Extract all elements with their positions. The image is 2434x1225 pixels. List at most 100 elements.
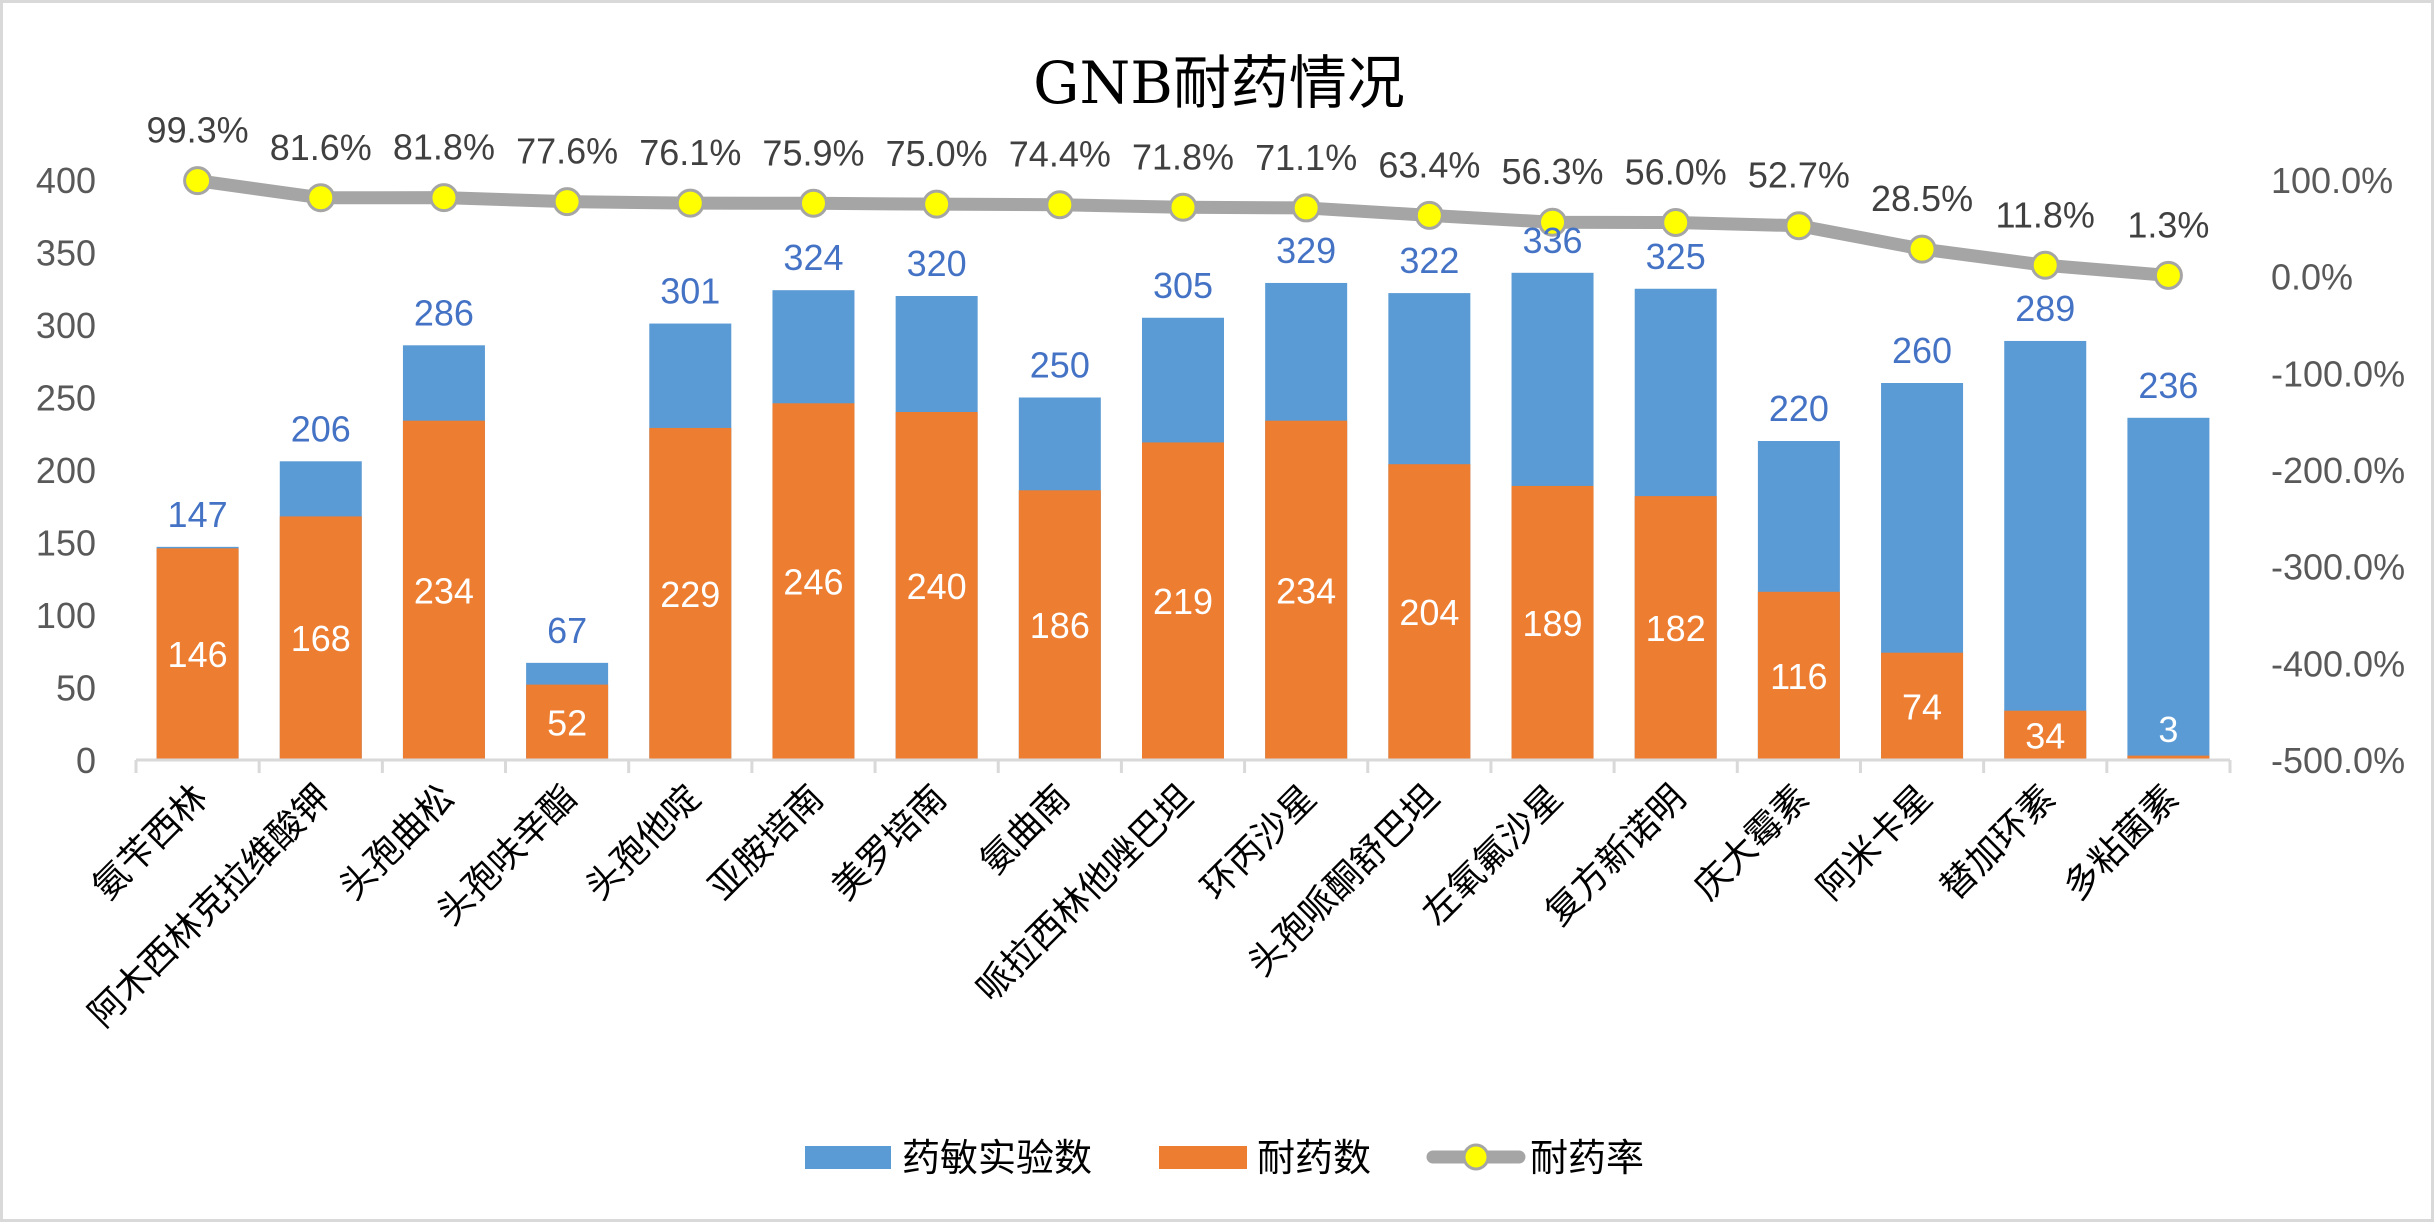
left-axis-tick-label: 50 <box>56 668 96 709</box>
data-label-rate: 99.3% <box>147 110 249 151</box>
right-y-axis: -500.0% -400.0% -300.0% -200.0% -100.0% 0.0% 1… <box>2271 160 2405 781</box>
x-axis-category-label: 亚胺培南 <box>701 777 832 908</box>
legend-label-resistant: 耐药数 <box>1257 1136 1371 1180</box>
data-label-resistant: 74 <box>1902 686 1942 727</box>
left-axis-tick-label: 0 <box>76 740 96 781</box>
x-axis-category-label: 头孢他啶 <box>578 777 709 908</box>
rate-marker <box>183 166 213 196</box>
x-axis-category-label: 美罗培南 <box>824 777 955 908</box>
data-label-resistant: 234 <box>1276 570 1336 611</box>
bar-resistant <box>1142 442 1224 760</box>
rate-marker <box>922 189 952 219</box>
bar-resistant <box>1511 485 1594 760</box>
bar-resistant <box>649 427 732 760</box>
bar-resistant <box>772 403 855 760</box>
data-label-rate: 75.9% <box>762 132 864 173</box>
bar-resistant <box>156 548 239 760</box>
x-axis-category-label: 头孢曲松 <box>331 777 462 908</box>
data-label-resistant: 116 <box>1770 656 1827 697</box>
data-label-total: 67 <box>547 610 587 651</box>
x-axis-category-label: 氨曲南 <box>973 777 1078 882</box>
data-label-resistant: 186 <box>1030 605 1090 646</box>
right-axis-tick-label: -300.0% <box>2271 547 2405 588</box>
data-label-rate: 1.3% <box>2127 204 2209 245</box>
bar-total <box>2127 417 2210 760</box>
right-axis-tick-label: 0.0% <box>2271 257 2353 298</box>
rate-marker <box>1291 193 1321 223</box>
data-label-total: 147 <box>168 494 228 535</box>
bar-resistant <box>1881 652 1964 760</box>
data-label-rate: 56.3% <box>1501 151 1603 192</box>
chart-canvas: GNB耐药情况 0 50 100 150 200 250 300 350 400 -500.0%… <box>36 49 2405 1180</box>
bar-resistant <box>402 420 485 760</box>
data-label-rate: 52.7% <box>1748 155 1850 196</box>
data-label-resistant: 219 <box>1153 581 1213 622</box>
data-labels: 147 146 206 168 286 234 67 52 301 229 324 246 320 240… <box>147 110 2210 757</box>
data-label-resistant: 146 <box>168 634 228 675</box>
data-label-total: 322 <box>1399 240 1459 281</box>
data-label-total: 206 <box>291 408 351 449</box>
bar-resistant <box>2004 710 2087 760</box>
rate-marker <box>1538 207 1568 237</box>
left-y-axis: 0 50 100 150 200 250 300 350 400 <box>36 160 96 781</box>
data-label-total: 301 <box>660 271 720 312</box>
data-label-rate: 63.4% <box>1378 144 1480 185</box>
left-axis-tick-label: 150 <box>36 523 96 564</box>
data-label-rate: 28.5% <box>1871 178 1973 219</box>
left-axis-tick-label: 350 <box>36 233 96 274</box>
data-label-total: 289 <box>2015 288 2075 329</box>
data-label-total: 329 <box>1276 230 1336 271</box>
rate-marker <box>2153 260 2183 290</box>
right-axis-tick-label: -100.0% <box>2271 353 2405 394</box>
data-label-total: 220 <box>1769 388 1829 429</box>
right-axis-tick-label: -400.0% <box>2271 643 2405 684</box>
data-label-rate: 81.8% <box>393 127 495 168</box>
rate-marker <box>1045 190 1075 220</box>
legend-label-rate: 耐药率 <box>1530 1136 1644 1180</box>
rate-marker <box>429 183 459 213</box>
data-label-rate: 76.1% <box>639 132 741 173</box>
rate-marker <box>306 183 336 213</box>
rate-marker <box>1168 192 1198 222</box>
bar-resistant <box>526 684 609 760</box>
data-label-total: 324 <box>783 237 843 278</box>
data-label-rate: 75.0% <box>886 133 988 174</box>
rate-marker <box>1784 211 1814 241</box>
x-axis-category-label: 氨苄西林 <box>85 777 216 908</box>
left-axis-tick-label: 250 <box>36 378 96 419</box>
data-label-total: 286 <box>414 292 474 333</box>
data-label-resistant: 168 <box>291 618 351 659</box>
bar-resistant <box>1265 420 1348 760</box>
rate-marker <box>2030 250 2060 280</box>
right-axis-tick-label: -500.0% <box>2271 740 2405 781</box>
data-label-rate: 71.8% <box>1132 136 1234 177</box>
rate-marker <box>1907 234 1937 264</box>
x-axis-category-label: 哌拉西林他唑巴坦 <box>969 777 1202 1010</box>
data-label-total: 260 <box>1892 330 1952 371</box>
legend-swatch-resistant <box>1159 1146 1247 1169</box>
bar-total <box>2004 340 2087 760</box>
data-label-rate: 56.0% <box>1625 152 1727 193</box>
legend-swatch-rate-marker <box>1462 1143 1490 1171</box>
legend: 药敏实验数 耐药数 耐药率 <box>805 1136 1644 1180</box>
x-axis-category-label: 环丙沙星 <box>1194 777 1325 908</box>
data-label-resistant: 34 <box>2025 715 2065 756</box>
bar-resistant <box>895 412 978 760</box>
series-rate-line <box>183 166 2183 290</box>
data-label-rate: 71.1% <box>1255 137 1357 178</box>
left-axis-tick-label: 400 <box>36 160 96 201</box>
left-axis-tick-label: 300 <box>36 305 96 346</box>
rate-marker <box>675 188 705 218</box>
legend-swatch-total <box>805 1146 891 1169</box>
data-label-resistant: 189 <box>1522 603 1582 644</box>
data-label-total: 305 <box>1153 265 1213 306</box>
bar-resistant <box>1018 490 1101 760</box>
bar-resistant <box>1757 591 1840 760</box>
data-label-resistant: 3 <box>2158 709 2178 750</box>
rate-marker <box>1661 208 1691 238</box>
data-label-total: 336 <box>1522 220 1582 261</box>
x-axis-category-label: 庆大霉素 <box>1686 777 1817 908</box>
data-label-rate: 74.4% <box>1009 134 1111 175</box>
x-axis-category-label: 阿木西林克拉维酸钾 <box>81 777 339 1035</box>
